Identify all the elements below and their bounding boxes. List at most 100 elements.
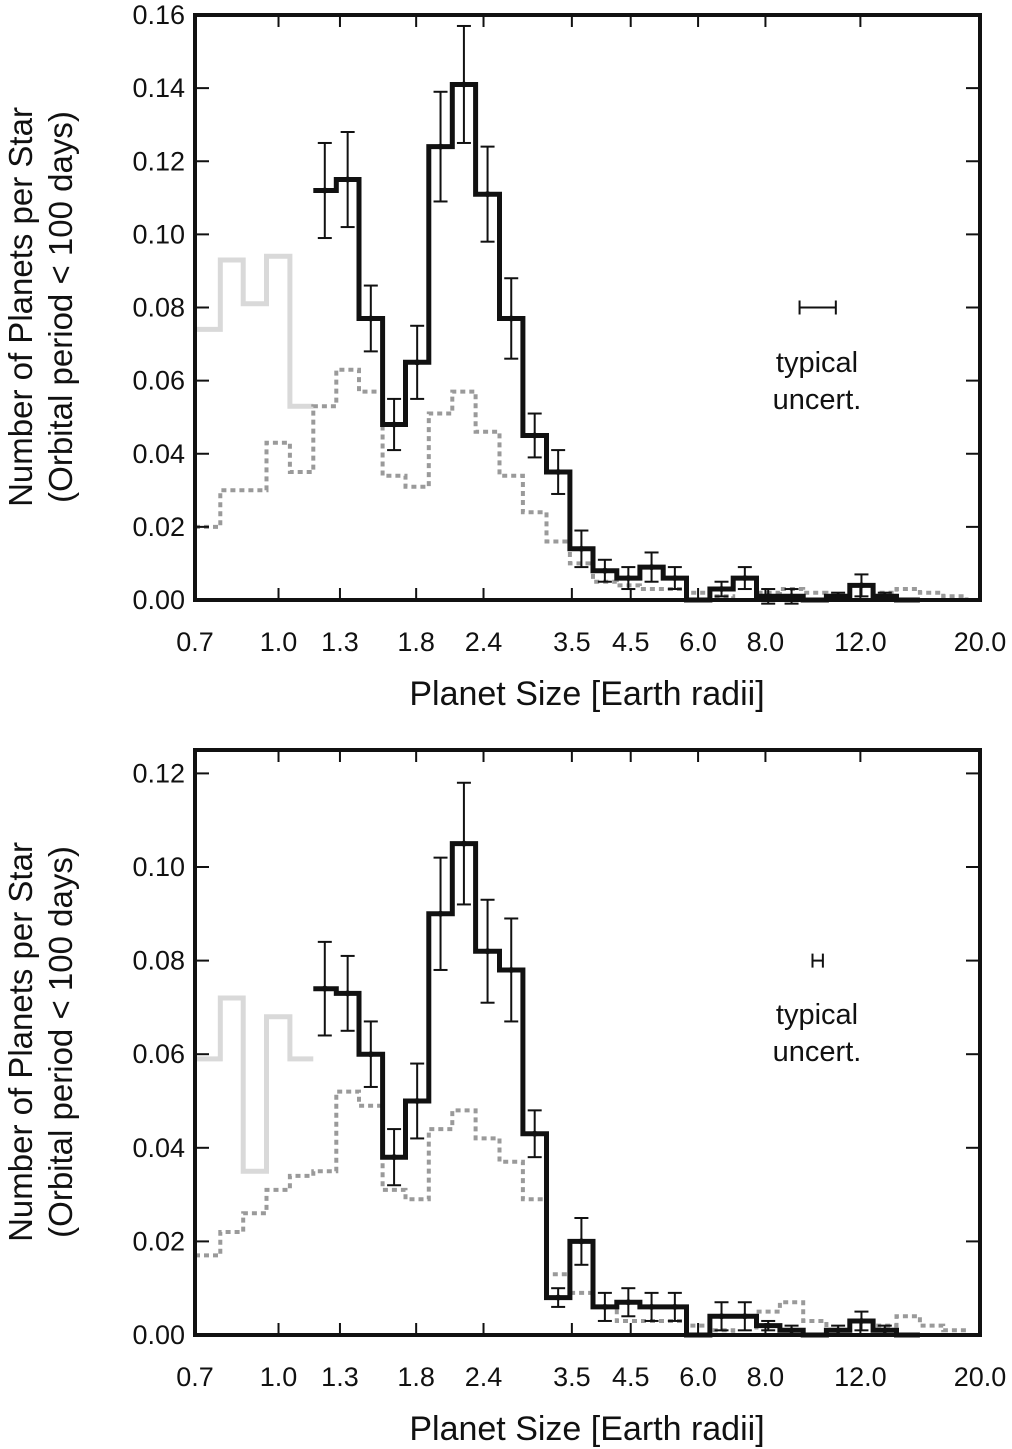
error-bar: [597, 1291, 612, 1322]
error-bar: [854, 573, 869, 598]
error-bar: [527, 1109, 542, 1159]
data-point: [835, 593, 842, 600]
x-axis-title: Planet Size [Earth radii]: [409, 1410, 764, 1448]
error-bar: [574, 529, 589, 569]
error-bar: [644, 1291, 659, 1322]
data-point: [601, 567, 608, 574]
y-tick-label: 0.04: [132, 1133, 185, 1163]
error-bar: [667, 1291, 682, 1322]
y-tick-label: 0.08: [132, 946, 185, 976]
top-panel: 0.00 0.02 0.04 0.06 0.08 0.10 0.12 0.14 0.16 0.7 1…: [2, 0, 1006, 713]
error-bar: [340, 954, 355, 1032]
data-point: [765, 593, 772, 600]
tick-layer: 0.00 0.02 0.04 0.06 0.08 0.10 0.12 0.14 0.16 0.7 1…: [132, 0, 1006, 657]
data-point: [437, 143, 444, 150]
error-bar: [433, 90, 448, 203]
y-tick-label: 0.06: [132, 1039, 185, 1069]
error-bar: [387, 1128, 402, 1187]
error-bar: [317, 940, 332, 1037]
x-tick-label: 12.0: [834, 1362, 887, 1392]
y-axis-title-line-2: (Orbital period < 100 days): [42, 111, 79, 503]
error-bar: [317, 141, 332, 240]
error-bar: [714, 1301, 729, 1332]
y-tick-label: 0.02: [132, 1226, 185, 1256]
x-tick-label: 20.0: [954, 627, 1007, 657]
data-point: [741, 575, 748, 582]
y-tick-label: 0.14: [132, 73, 185, 103]
x-tick-label: 1.3: [321, 627, 359, 657]
y-tick-label: 0.04: [132, 439, 185, 469]
errorbar-layer: [317, 24, 892, 605]
y-axis-title: Number of Planets per Star (Orbital peri…: [2, 107, 79, 507]
data-point: [601, 1303, 608, 1310]
x-tick-label: 1.3: [321, 1362, 359, 1392]
error-bar: [854, 1310, 869, 1332]
data-point: [555, 469, 562, 476]
x-tick-label: 8.0: [747, 1362, 785, 1392]
data-point: [460, 840, 467, 847]
y-tick-label: 0.00: [132, 585, 185, 615]
error-bar: [527, 412, 542, 459]
series-solid-black: [313, 841, 920, 1338]
data-point: [391, 1154, 398, 1161]
error-bar: [621, 1287, 636, 1318]
data-point: [484, 948, 491, 955]
error-bar: [621, 566, 636, 591]
data-point: [718, 1313, 725, 1320]
data-point: [484, 191, 491, 198]
error-bar: [456, 24, 471, 144]
error-bar: [433, 856, 448, 971]
error-bar: [504, 917, 519, 1023]
x-tick-label: 6.0: [679, 627, 717, 657]
error-bar: [387, 397, 402, 452]
data-point: [671, 1303, 678, 1310]
data-point: [321, 187, 328, 194]
x-tick-label: 1.0: [260, 1362, 298, 1392]
data-point: [765, 1322, 772, 1329]
y-axis-title-line-2: (Orbital period < 100 days): [42, 846, 79, 1238]
error-bar: [714, 580, 729, 598]
error-bar: [363, 1020, 378, 1088]
x-tick-label: 2.4: [465, 1362, 503, 1392]
data-point: [858, 582, 865, 589]
typical-uncertainty-label-2: uncert.: [773, 1036, 862, 1068]
series-solid-light-gray: [195, 995, 314, 1174]
x-tick-label: 8.0: [747, 627, 785, 657]
error-bar: [597, 558, 612, 583]
data-point: [531, 432, 538, 439]
data-point: [835, 1327, 842, 1334]
error-bar: [410, 1062, 425, 1140]
x-tick-label: 20.0: [954, 1362, 1007, 1392]
series-dotted-gray: [195, 367, 980, 602]
y-tick-label: 0.10: [132, 852, 185, 882]
series-solid-light-gray: [195, 253, 314, 409]
error-bar: [551, 449, 566, 495]
data-point: [625, 1299, 632, 1306]
typical-uncertainty-label-1: typical: [776, 347, 858, 379]
y-tick-label: 0.10: [132, 219, 185, 249]
data-point: [741, 1313, 748, 1320]
data-point: [625, 575, 632, 582]
x-tick-label: 12.0: [834, 627, 887, 657]
x-tick-label: 2.4: [465, 627, 503, 657]
x-tick-label: 0.7: [176, 627, 214, 657]
data-point: [531, 1130, 538, 1137]
x-tick-label: 4.5: [612, 627, 650, 657]
bottom-panel: 0.00 0.02 0.04 0.06 0.08 0.10 0.12 0.7 1.0 1.3 1.8…: [2, 748, 1007, 1448]
error-bar: [574, 1217, 589, 1266]
error-bar: [551, 1287, 566, 1308]
data-point: [578, 545, 585, 552]
y-tick-label: 0.02: [132, 512, 185, 542]
series-layer: [195, 841, 980, 1338]
error-bar: [480, 898, 495, 1004]
error-bar: [761, 1319, 776, 1332]
x-tick-label: 6.0: [679, 1362, 717, 1392]
typical-uncertainty-bar: [798, 300, 837, 315]
x-tick-label: 1.0: [260, 627, 298, 657]
error-bar: [480, 145, 495, 243]
data-point: [881, 593, 888, 600]
y-axis-title-line-1: Number of Planets per Star: [2, 107, 39, 507]
plot-frame: [193, 748, 982, 1337]
x-tick-label: 0.7: [176, 1362, 214, 1392]
